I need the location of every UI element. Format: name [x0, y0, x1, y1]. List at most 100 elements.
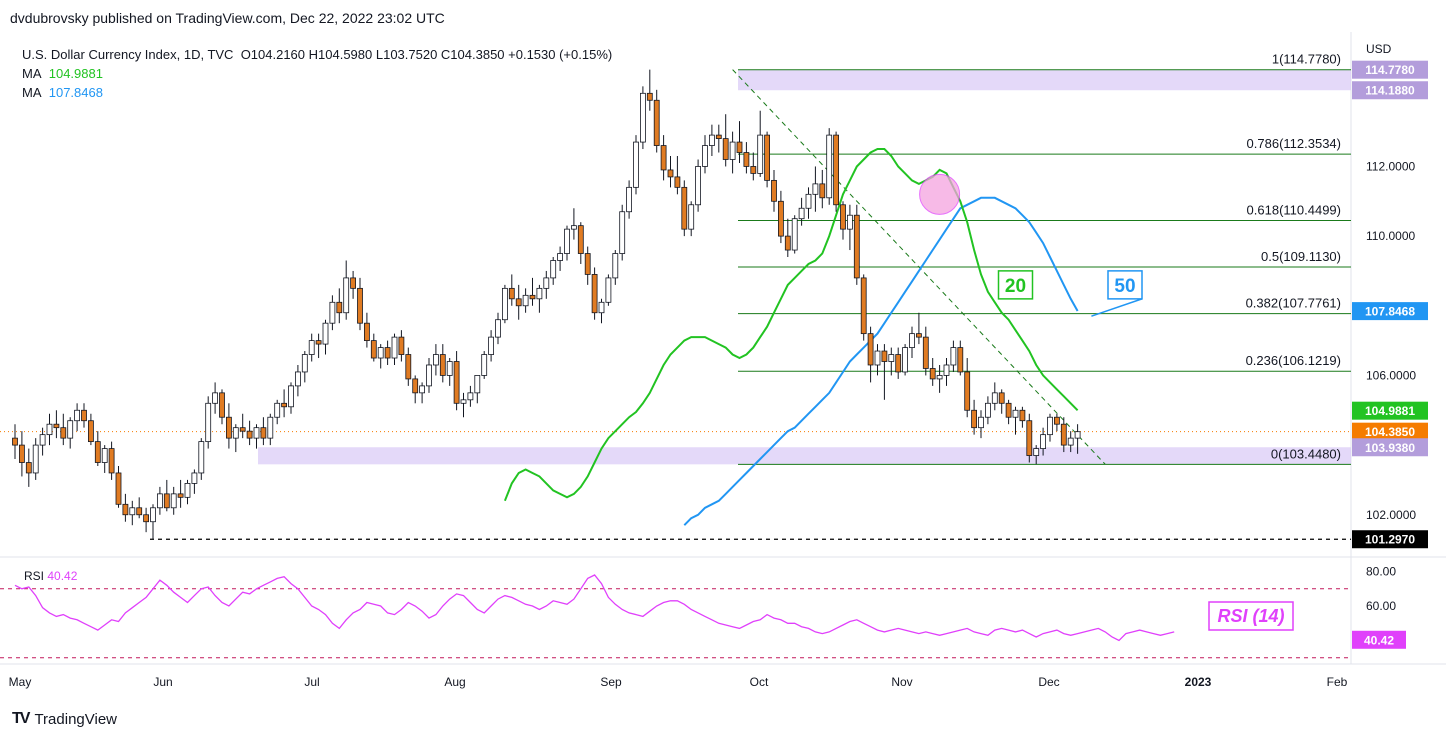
- candle-body: [122, 503, 129, 516]
- lower-zone: [258, 447, 1351, 465]
- legend-ma1-label: MA: [22, 66, 42, 81]
- fibonacci-retracement[interactable]: 1(114.7780) 0.786(112.3534) 0.618(110.4499…: [738, 52, 1351, 465]
- candle-body: [205, 402, 212, 443]
- candle-body: [260, 427, 267, 439]
- candle-body: [301, 354, 308, 373]
- candle-body: [922, 336, 929, 369]
- candle-body: [1047, 416, 1053, 436]
- ma50-polyline: [683, 196, 1079, 526]
- tradingview-brand: TradingView: [34, 710, 117, 728]
- candle-body: [1019, 409, 1026, 422]
- candle-body: [488, 336, 495, 355]
- candle-body: [564, 228, 570, 254]
- candle-body: [419, 385, 426, 394]
- ma50-line: [683, 196, 1079, 526]
- candle-body: [646, 92, 653, 101]
- candle-body: [709, 134, 715, 146]
- candle-body: [798, 207, 805, 220]
- candle-body: [446, 361, 453, 376]
- ma20-line: [503, 148, 1079, 502]
- candle-body: [902, 347, 908, 373]
- candle-body: [812, 183, 819, 195]
- legend-ma2-value: 107.8468: [48, 85, 103, 100]
- candle-body: [391, 336, 398, 359]
- rsi-title-text: RSI (14): [1217, 606, 1284, 626]
- tradingview-logo[interactable]: TV TradingView: [12, 710, 117, 728]
- price-badge-bg: [1352, 422, 1428, 441]
- candle-body: [1005, 402, 1012, 418]
- candle-body: [18, 444, 25, 463]
- rsi-legend-name: RSI: [24, 569, 45, 583]
- candle-body: [501, 287, 508, 321]
- ma-tags[interactable]: 20 50: [997, 270, 1143, 317]
- crossover-circle[interactable]: [919, 173, 961, 215]
- crossover-highlight: [919, 173, 961, 215]
- legend-ma2-row[interactable]: MA 107.8468: [22, 83, 612, 102]
- candle-body: [74, 409, 80, 422]
- time-axis-tick: May: [9, 675, 32, 689]
- candle-body: [784, 235, 791, 251]
- candle-body: [377, 347, 384, 359]
- candle-body: [219, 392, 225, 418]
- candle-body: [702, 145, 708, 167]
- candle-body: [598, 301, 605, 314]
- candle-body: [515, 298, 522, 307]
- candle-body: [108, 448, 115, 474]
- candle-body: [481, 354, 488, 376]
- candle-body: [191, 472, 198, 484]
- candle-body: [315, 340, 322, 345]
- time-axis-tick: Jun: [153, 675, 172, 689]
- candle-body: [929, 368, 936, 380]
- price-badge-bg: [1352, 530, 1428, 549]
- candle-body: [288, 385, 294, 408]
- candle-body: [964, 371, 971, 411]
- price-axis-tick: 102.0000: [1366, 508, 1416, 522]
- candle-body: [522, 294, 529, 307]
- price-badge-text: 103.9380: [1365, 441, 1415, 455]
- candle-body: [294, 371, 301, 387]
- time-axis-tick: Dec: [1038, 675, 1059, 689]
- candle-body: [170, 493, 177, 509]
- price-badge-text: 104.3850: [1365, 425, 1415, 439]
- price-badge: 104.3850: [1352, 422, 1428, 441]
- candle-body: [322, 322, 329, 345]
- candle-body: [826, 134, 833, 199]
- price-badge-bg: [1352, 60, 1428, 79]
- candle-body: [853, 214, 860, 279]
- legend-ma1-row[interactable]: MA 104.9881: [22, 64, 612, 83]
- candle-body: [881, 350, 888, 362]
- candle-body: [998, 392, 1005, 404]
- candle-body: [695, 166, 701, 206]
- candle-body: [474, 375, 481, 394]
- candle-body: [384, 347, 391, 359]
- candle-body: [336, 301, 343, 314]
- candle-body: [805, 193, 812, 209]
- legend-symbol[interactable]: U.S. Dollar Currency Index, 1D, TVC: [22, 47, 234, 62]
- fib-label: 0.382(107.7761): [1246, 296, 1341, 311]
- candle-body: [156, 493, 163, 509]
- rsi-legend[interactable]: RSI 40.42: [24, 569, 77, 583]
- candle-body: [467, 392, 474, 401]
- ma20-tag-text: 20: [1005, 276, 1026, 297]
- candle-body: [129, 507, 136, 516]
- candle-body: [163, 493, 170, 509]
- chart-legend: U.S. Dollar Currency Index, 1D, TVC O104…: [22, 45, 612, 102]
- candle-body: [895, 354, 902, 373]
- candle-body: [412, 378, 419, 394]
- time-axis[interactable]: May Jun Jul Aug Sep Oct Nov Dec 2023 Feb: [9, 675, 1348, 689]
- legend-ohlc: O104.2160 H104.5980 L103.7520 C104.3850 …: [240, 47, 613, 62]
- candle-body: [957, 347, 964, 373]
- candle-body: [198, 441, 205, 474]
- fib-label: 1(114.7780): [1272, 52, 1341, 67]
- candle-body: [653, 99, 660, 146]
- price-axis[interactable]: USD 112.0000 110.0000 106.0000 102.0000 114.7…: [1352, 42, 1428, 549]
- candle-body: [439, 354, 446, 376]
- candle-body: [405, 354, 412, 380]
- price-badge-text: 107.8468: [1365, 305, 1415, 319]
- candle-body: [184, 483, 191, 498]
- candle-body: [67, 420, 74, 439]
- candle-body: [771, 179, 777, 202]
- trendline[interactable]: [732, 69, 1106, 465]
- candle-body: [778, 200, 784, 237]
